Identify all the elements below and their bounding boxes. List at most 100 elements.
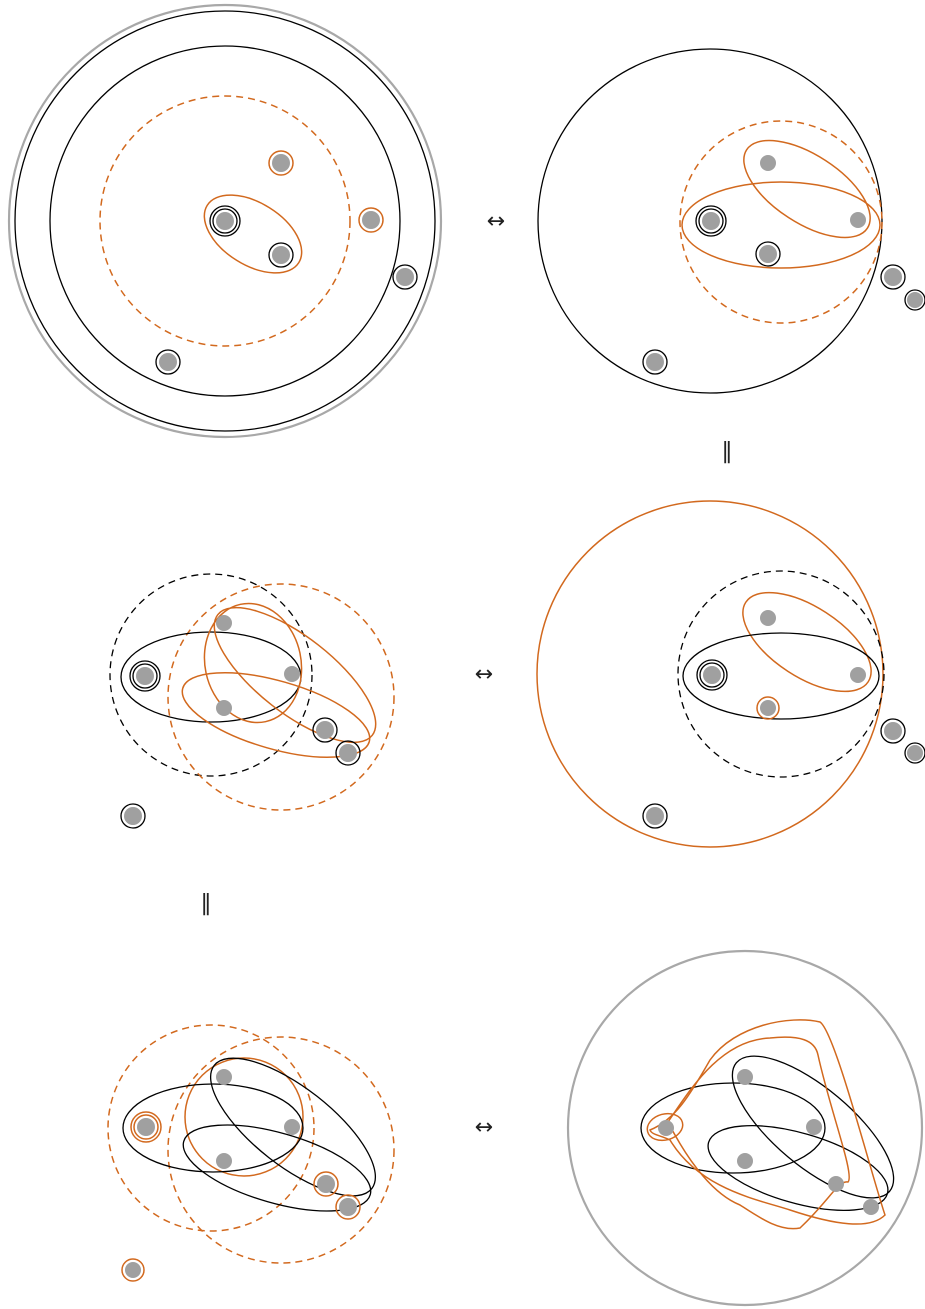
vertex-dot bbox=[737, 1153, 753, 1169]
vertex-dot bbox=[125, 1262, 141, 1278]
black-ring bbox=[904, 289, 925, 311]
double-ring-outer bbox=[209, 205, 241, 237]
vertex-dot bbox=[703, 666, 721, 684]
outer-gray-circle bbox=[566, 949, 924, 1307]
orange-ring bbox=[335, 1194, 361, 1220]
vertex-dot bbox=[362, 211, 380, 229]
dashed-black-circle bbox=[109, 573, 313, 777]
vertex-dot bbox=[216, 1069, 232, 1085]
vertex-dot bbox=[884, 268, 902, 286]
orange-ellipse bbox=[213, 606, 377, 744]
vertex-dot bbox=[646, 353, 664, 371]
orange-hyperedge-outer bbox=[649, 1019, 886, 1225]
vertex-dot bbox=[658, 1120, 674, 1136]
orange-ellipse bbox=[203, 194, 303, 274]
black-ellipse bbox=[682, 632, 880, 720]
orange-circle bbox=[184, 1057, 304, 1177]
vertex-dot bbox=[760, 610, 776, 626]
equals-sign-left: ‖ bbox=[201, 891, 212, 916]
black-ellipse bbox=[209, 1057, 377, 1197]
double-ring-outer bbox=[130, 1111, 162, 1143]
orange-ellipse bbox=[681, 181, 881, 269]
black-ring bbox=[312, 717, 338, 743]
vertex-dot bbox=[863, 1199, 879, 1215]
vertex-dot bbox=[907, 292, 923, 308]
double-ring-inner bbox=[133, 1114, 159, 1140]
dashed-orange-circle bbox=[167, 1036, 395, 1264]
orange-ellipse bbox=[743, 139, 871, 239]
black-ellipse bbox=[707, 1125, 889, 1211]
vertex-dot bbox=[216, 212, 234, 230]
black-ring bbox=[642, 349, 668, 375]
vertex-dot bbox=[216, 615, 232, 631]
double-ring-inner bbox=[212, 208, 238, 234]
black-ring bbox=[268, 242, 294, 268]
vertex-dot bbox=[136, 667, 154, 685]
panel-row3-left bbox=[107, 1024, 395, 1282]
black-ring bbox=[155, 349, 181, 375]
outer-gray-circle bbox=[7, 3, 443, 439]
inner-black-circle bbox=[49, 45, 401, 397]
black-ring bbox=[120, 803, 146, 829]
vertex-dot bbox=[316, 721, 334, 739]
vertex-dot bbox=[884, 722, 902, 740]
panel-row3-right bbox=[566, 949, 924, 1307]
orange-ellipse bbox=[742, 591, 872, 693]
double-ring-outer bbox=[696, 659, 728, 691]
dashed-orange-circle bbox=[679, 120, 883, 324]
black-ring bbox=[904, 742, 925, 764]
vertex-dot bbox=[216, 700, 232, 716]
black-ellipse bbox=[122, 1083, 304, 1173]
orange-ring bbox=[313, 1171, 339, 1197]
dashed-black-circle bbox=[677, 570, 885, 778]
equivalence-arrow-row3: ↔ bbox=[475, 1115, 493, 1140]
black-ring bbox=[755, 241, 781, 267]
orange-ring bbox=[358, 207, 384, 233]
panel-row2-left bbox=[109, 573, 395, 829]
vertex-dot bbox=[339, 1198, 357, 1216]
panel-row1-right bbox=[537, 48, 925, 394]
black-ring bbox=[392, 264, 418, 290]
vertex-dot bbox=[850, 212, 866, 228]
orange-ring bbox=[756, 696, 780, 720]
black-ellipse bbox=[731, 1055, 895, 1199]
vertex-dot bbox=[339, 744, 357, 762]
vertex-dot bbox=[737, 1069, 753, 1085]
equivalence-arrow-row2: ↔ bbox=[475, 662, 493, 687]
vertex-dot bbox=[806, 1119, 822, 1135]
vertex-dot bbox=[272, 246, 290, 264]
dashed-orange-circle bbox=[107, 1024, 315, 1232]
black-ellipse bbox=[182, 1124, 372, 1212]
black-ring bbox=[642, 803, 668, 829]
vertex-dot bbox=[760, 155, 776, 171]
vertex-dot bbox=[272, 154, 290, 172]
black-ring bbox=[335, 740, 361, 766]
orange-ellipse bbox=[203, 602, 303, 724]
vertex-dot bbox=[907, 745, 923, 761]
dashed-orange-circle bbox=[99, 95, 351, 347]
black-ring bbox=[880, 264, 906, 290]
vertex-dot bbox=[702, 212, 720, 230]
outer-orange-circle bbox=[536, 500, 884, 848]
vertex-dot bbox=[284, 1119, 300, 1135]
double-ring-inner bbox=[698, 208, 724, 234]
double-ring-inner bbox=[132, 663, 158, 689]
outer-black-circle bbox=[537, 48, 883, 394]
orange-ellipse bbox=[181, 672, 371, 758]
panel-row2-right bbox=[536, 500, 925, 848]
vertex-dot bbox=[159, 353, 177, 371]
orange-hyperedge-inner bbox=[667, 1036, 850, 1230]
dashed-orange-circle bbox=[167, 583, 395, 811]
black-ring bbox=[880, 718, 906, 744]
equivalence-arrow-row1: ↔ bbox=[487, 209, 505, 234]
orange-ring bbox=[121, 1258, 145, 1282]
equals-sign-right: ‖ bbox=[722, 439, 733, 464]
vertex-dot bbox=[760, 700, 776, 716]
vertex-dot bbox=[124, 807, 142, 825]
vertex-dot bbox=[284, 666, 300, 682]
panel-row1-left bbox=[7, 3, 443, 439]
orange-ring bbox=[268, 150, 294, 176]
vertex-dot bbox=[850, 667, 866, 683]
vertex-dot bbox=[216, 1153, 232, 1169]
